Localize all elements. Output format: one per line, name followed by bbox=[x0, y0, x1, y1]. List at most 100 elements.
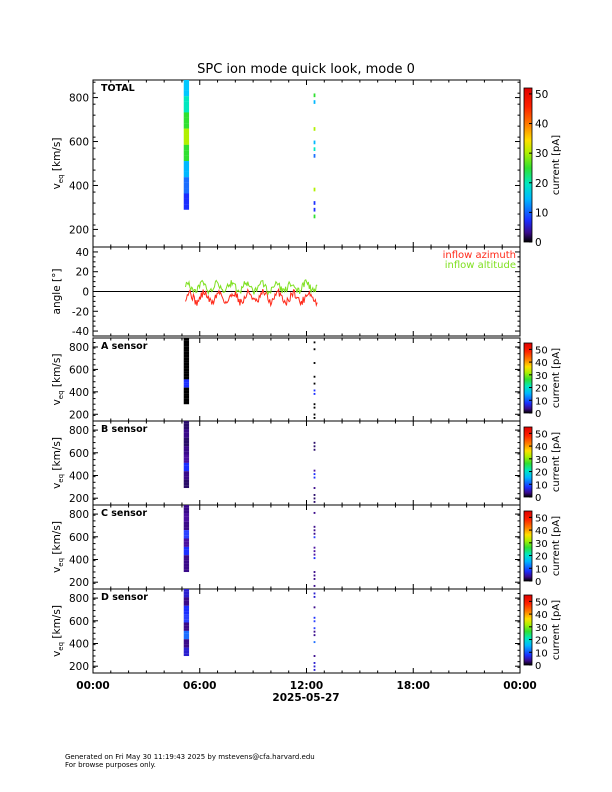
y-tick-label: 600 bbox=[69, 364, 89, 376]
colorbar-tick-label: 20 bbox=[535, 178, 548, 190]
colorbar-tick-label: 50 bbox=[535, 597, 548, 608]
heatmap-cell bbox=[183, 85, 190, 91]
heatmap-cell bbox=[183, 446, 190, 449]
heatmap-cell bbox=[183, 549, 190, 553]
heatmap-cell bbox=[183, 123, 190, 129]
heatmap-cell bbox=[313, 592, 316, 595]
heatmap-cell bbox=[313, 154, 316, 158]
heatmap-cell bbox=[313, 417, 316, 419]
y-tick-label: 20 bbox=[76, 267, 89, 279]
heatmap-cell bbox=[183, 589, 190, 592]
colorbar bbox=[523, 342, 533, 414]
heatmap-cell bbox=[183, 636, 190, 640]
colorbar-tick-label: 20 bbox=[535, 468, 548, 479]
footer-browse-note: For browse purposes only. bbox=[65, 761, 156, 769]
heatmap-cell bbox=[313, 413, 316, 416]
heatmap-cell bbox=[183, 628, 190, 631]
colorbar bbox=[523, 426, 533, 498]
heatmap-cell bbox=[183, 532, 190, 536]
heatmap-cell bbox=[183, 530, 190, 533]
y-tick-label: 600 bbox=[69, 616, 89, 628]
heatmap-cell bbox=[183, 376, 190, 380]
heatmap-cell bbox=[313, 584, 316, 587]
y-tick-label: 40 bbox=[76, 247, 89, 259]
heatmap-cell bbox=[183, 538, 190, 542]
heatmap-cell bbox=[183, 368, 190, 372]
heatmap-cell bbox=[183, 535, 190, 539]
heatmap-cell bbox=[313, 641, 316, 644]
heatmap-cell bbox=[183, 524, 190, 528]
panel-frame bbox=[92, 337, 521, 422]
heatmap-cell bbox=[183, 371, 190, 374]
heatmap-cell bbox=[313, 546, 316, 549]
legend-inflow-azimuth: inflow azimuth bbox=[443, 250, 516, 261]
heatmap-cell bbox=[183, 382, 190, 385]
heatmap-cell bbox=[313, 655, 316, 657]
heatmap-cell bbox=[183, 602, 190, 606]
colorbar-tick-label: 30 bbox=[535, 623, 548, 634]
heatmap-cell bbox=[183, 340, 190, 344]
heatmap-cell bbox=[183, 443, 190, 447]
heatmap-cell bbox=[313, 201, 316, 205]
heatmap-cell bbox=[183, 144, 190, 151]
y-tick-label: 0 bbox=[82, 287, 89, 299]
heatmap-cell bbox=[183, 362, 190, 366]
heatmap-cell bbox=[313, 578, 316, 580]
panel-label: C sensor bbox=[101, 508, 147, 519]
panel-frame bbox=[92, 504, 521, 590]
heatmap-cell bbox=[183, 182, 190, 189]
x-tick-label: 12:00 bbox=[290, 680, 323, 692]
y-tick-label: 400 bbox=[69, 387, 89, 399]
heatmap-cell bbox=[183, 462, 190, 466]
heatmap-cell bbox=[183, 437, 190, 441]
colorbar-tick-label: 0 bbox=[535, 493, 541, 504]
heatmap-cell bbox=[313, 497, 316, 500]
colorbar-tick-label: 20 bbox=[535, 636, 548, 647]
heatmap-cell bbox=[183, 642, 190, 645]
heatmap-cell bbox=[183, 608, 190, 612]
colorbar bbox=[523, 510, 533, 582]
heatmap-cell bbox=[183, 569, 190, 573]
heatmap-cell bbox=[183, 387, 190, 391]
y-tick-label: 200 bbox=[69, 661, 89, 673]
heatmap-cell bbox=[183, 516, 190, 520]
heatmap-cell bbox=[183, 384, 190, 388]
heatmap-cell bbox=[183, 139, 190, 145]
heatmap-cell bbox=[313, 406, 316, 409]
heatmap-cell bbox=[183, 423, 190, 427]
heatmap-cell bbox=[183, 521, 190, 525]
colorbar-tick-label: 50 bbox=[535, 345, 548, 356]
heatmap-cell bbox=[313, 127, 316, 131]
y-tick-label: 800 bbox=[69, 93, 89, 105]
colorbar-tick-label: 50 bbox=[535, 513, 548, 524]
heatmap-cell bbox=[183, 505, 190, 508]
heatmap-cell bbox=[183, 429, 190, 433]
heatmap-cell bbox=[183, 421, 190, 424]
heatmap-cell bbox=[313, 140, 316, 145]
y-tick-label: 200 bbox=[69, 409, 89, 421]
y-axis-label: angle [°] bbox=[51, 269, 63, 315]
y-axis-label: veq [km/s] bbox=[51, 354, 65, 406]
colorbar-tick-label: 50 bbox=[535, 89, 548, 101]
heatmap-cell bbox=[183, 647, 190, 651]
heatmap-cell bbox=[183, 395, 190, 399]
heatmap-cell bbox=[313, 668, 316, 671]
colorbar-tick-label: 30 bbox=[535, 539, 548, 550]
heatmap-cell bbox=[183, 518, 190, 522]
heatmap-cell bbox=[183, 390, 190, 394]
heatmap-cell bbox=[313, 341, 316, 344]
heatmap-cell bbox=[313, 553, 316, 556]
colorbar-tick-label: 40 bbox=[535, 442, 548, 453]
x-tick-label: 06:00 bbox=[183, 680, 216, 692]
colorbar bbox=[523, 594, 533, 666]
colorbar-tick-label: 10 bbox=[535, 207, 548, 219]
colorbar-tick-label: 40 bbox=[535, 526, 548, 537]
y-tick-label: -40 bbox=[72, 326, 89, 338]
heatmap-cell bbox=[183, 128, 190, 135]
colorbar-tick-label: 0 bbox=[535, 409, 541, 420]
heatmap-cell bbox=[183, 150, 190, 156]
colorbar-tick-label: 30 bbox=[535, 371, 548, 382]
